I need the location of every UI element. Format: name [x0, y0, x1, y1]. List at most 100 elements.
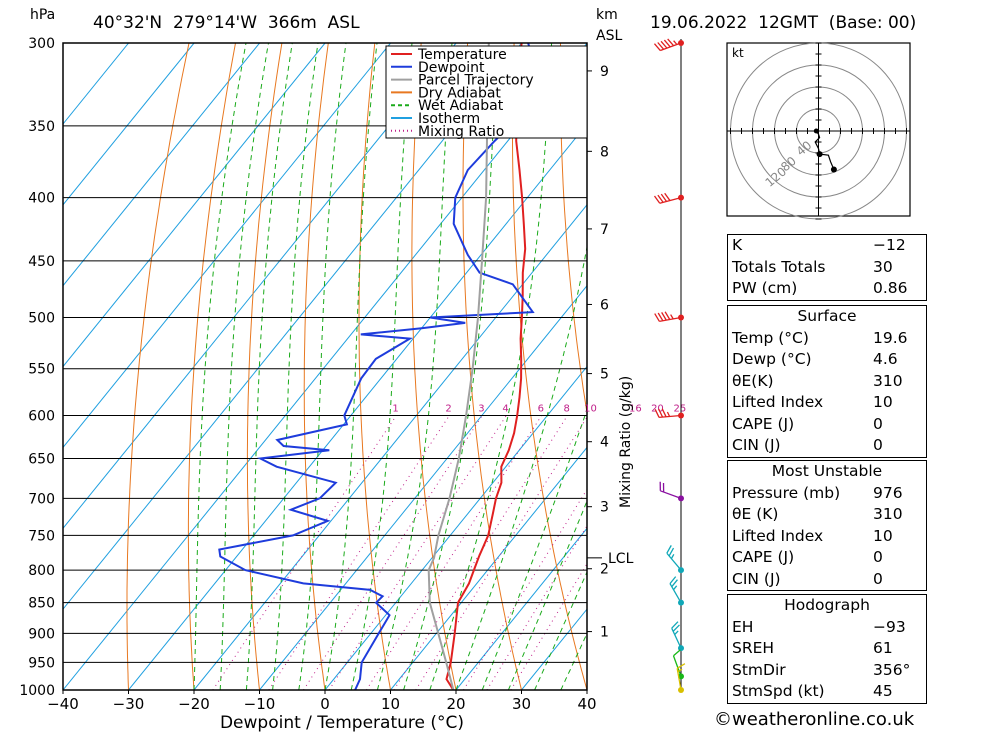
wet-adiabat-line [193, 43, 247, 690]
hodograph-unit: kt [732, 46, 744, 60]
pressure-tick-label: 700 [28, 491, 55, 507]
mu-row: CIN (J) 0 [728, 569, 926, 591]
profile-lines [218, 43, 546, 690]
height-tick-label: 7 [600, 222, 609, 238]
wet-adiabat-line [403, 43, 499, 690]
mixing-ratio-label: 4 [502, 403, 508, 414]
mu-value: 0 [873, 548, 883, 566]
hodo-stat-key: StmDir [732, 660, 786, 679]
pressure-tick-label: 1000 [19, 683, 55, 699]
hodo-stat-row: SREH 61 [728, 638, 926, 660]
x-axis-title: Dewpoint / Temperature (°C) [220, 713, 464, 733]
mixing-ratio-label: 10 [584, 403, 597, 414]
temperature-axis: −40 −30 −20 −10 0 10 20 30 40 [47, 690, 597, 713]
surface-key: CAPE (J) [732, 414, 795, 433]
temperature-tick-label: −30 [113, 695, 145, 713]
mixing-ratio-labels: 1 2 3 4 6 8 10 16 20 25 [392, 403, 686, 414]
wind-barb-flag [673, 649, 681, 657]
wind-barb-flag [657, 312, 664, 322]
index-key: Totals Totals [732, 257, 826, 276]
copyright-link[interactable]: ©weatheronline.co.uk [714, 709, 915, 730]
wind-barb-staff [660, 490, 682, 499]
mu-row: θE (K) 310 [728, 504, 926, 526]
surface-value: 0 [873, 414, 883, 433]
index-key: K [732, 236, 743, 254]
dry-adiabat-line [187, 43, 236, 690]
surface-key: CIN (J) [732, 436, 781, 454]
mixing-ratio-label: 1 [392, 403, 398, 414]
height-tick-label: 3 [600, 500, 609, 516]
isotherm-line [63, 43, 195, 206]
wind-barb-staff [666, 552, 682, 571]
dewpoint-line [218, 43, 546, 690]
wind-barb-flag [653, 43, 661, 51]
mu-key: Lifted Index [732, 526, 824, 545]
wind-barb-flag [660, 193, 668, 202]
surface-key: Temp (°C) [732, 328, 809, 347]
dry-adiabat-line [978, 43, 1000, 690]
wet-adiabat-line [298, 43, 347, 690]
pressure-axis: 300 350 400 450 500 550 600 650 700 750 800 850 900 9… [19, 36, 55, 699]
hodo-stat-value: 61 [873, 639, 893, 657]
mixing-ratio-title: Mixing Ratio (g/kg) [618, 376, 634, 508]
temperature-tick-label: 30 [512, 695, 531, 713]
isotherm-line [63, 43, 457, 530]
legend-box [385, 45, 588, 139]
wet-adiabat-line [507, 499, 587, 690]
indices-panel: K −12 Totals Totals 30 PW (cm) 0.86 [727, 234, 927, 301]
wind-barb-flag [673, 585, 678, 591]
index-row: K −12 [728, 235, 926, 257]
location-title: 40°32'N 279°14'W 366m ASL [93, 13, 360, 33]
index-key: PW (cm) [732, 279, 798, 297]
legend-label: Wet Adiabat [418, 98, 504, 114]
mu-row: CAPE (J) 0 [728, 547, 926, 569]
isotherm-line [63, 43, 260, 287]
pressure-tick-label: 350 [28, 119, 55, 135]
surface-row: Temp (°C) 19.6 [728, 328, 926, 350]
mu-value: 310 [873, 505, 903, 523]
wind-barb-staff [659, 316, 682, 322]
wind-barb-flag [668, 547, 675, 557]
surface-key: θE(K) [732, 371, 774, 390]
dry-adiabat-line [932, 43, 1000, 690]
surface-value: 4.6 [873, 350, 898, 368]
surface-value: 310 [873, 371, 903, 390]
surface-title: Surface [797, 307, 857, 325]
wind-barb-flag [669, 576, 677, 585]
wet-adiabat-line [324, 43, 378, 690]
mixing-ratio-label: 6 [538, 403, 544, 414]
wind-barb-flag [664, 311, 671, 320]
pressure-tick-label: 850 [28, 596, 55, 612]
datetime-label: 19.06.2022 12GMT (Base: 00) [650, 13, 916, 33]
temperature-tick-label: −40 [47, 695, 79, 713]
hodo-stat-row: StmSpd (kt) 45 [728, 681, 926, 703]
wind-barb-flag [653, 195, 661, 204]
pressure-tick-label: 550 [28, 362, 55, 378]
hodograph-end-dot [830, 166, 837, 173]
pressure-tick-label: 750 [28, 528, 55, 544]
most-unstable-panel: Most Unstable Pressure (mb) 976 θE (K) 310 L… [727, 460, 927, 591]
index-row: Totals Totals 30 [728, 257, 926, 279]
temperature-tick-label: −20 [178, 695, 210, 713]
surface-row: CIN (J) 0 [728, 435, 926, 457]
surface-row: θE(K) 310 [728, 371, 926, 393]
hodo-stat-key: EH [732, 617, 754, 636]
hodo-stat-key: StmSpd (kt) [732, 682, 825, 700]
mixing-ratio-label: 8 [563, 403, 569, 414]
hodograph-storm-dot [816, 151, 823, 158]
wind-barb-flag [658, 408, 664, 418]
asl-label: ASL [596, 28, 622, 44]
height-tick-label: 4 [600, 435, 609, 451]
wind-barb-staff [669, 583, 682, 603]
mixing-ratio-line [365, 415, 543, 690]
mu-key: CIN (J) [732, 569, 781, 588]
hodograph-start-dot [813, 128, 819, 134]
wind-barb-flag [670, 553, 675, 559]
dry-adiabat-line [126, 43, 190, 690]
isotherm-line [63, 43, 391, 449]
isotherm-line [193, 204, 587, 690]
hodograph-stats-panel: Hodograph EH −93 SREH 61 StmDir 356° StmSpd (k… [727, 594, 927, 704]
pressure-tick-label: 450 [28, 254, 55, 270]
wind-barb-staff [660, 42, 682, 52]
